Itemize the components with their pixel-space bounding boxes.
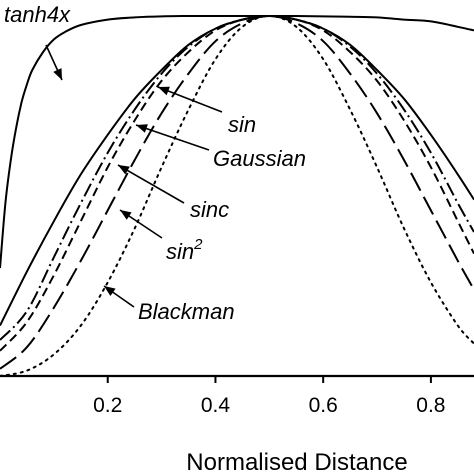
annotation-arrowhead-blackman: [104, 286, 116, 296]
annotation-arrow-sin: [157, 86, 223, 113]
x-tick-label: 0.2: [93, 394, 122, 417]
annotation-arrowhead-sinc: [118, 165, 130, 175]
x-tick-label: 0.4: [201, 394, 231, 417]
annotation-arrow-gaussian: [135, 124, 210, 151]
series-blackman-line: [0, 14, 474, 377]
annotation-sin: sin: [228, 112, 256, 137]
annotation-arrowhead-gaussian: [136, 124, 148, 133]
annotation-blackman: Blackman: [138, 299, 235, 324]
annotations-layer: tanh4x sin Gaussian sinc sin2 Blackman: [4, 2, 306, 324]
annotation-arrowhead-tanh4x: [53, 68, 62, 80]
annotation-arrowhead-sin: [158, 86, 170, 96]
annotation-arrow-sinc: [117, 164, 185, 204]
x-ticks-layer: 0.2 0.4 0.6 0.8: [93, 376, 446, 417]
series-sin2-line: [0, 14, 474, 370]
x-tick-label: 0.8: [416, 394, 445, 417]
annotation-gaussian: Gaussian: [213, 146, 306, 171]
annotation-sin2: sin2: [166, 236, 203, 264]
annotation-arrowhead-sin2: [120, 210, 132, 220]
series-gaussian-line: [0, 14, 474, 341]
x-axis-label: Normalised Distance: [186, 449, 407, 474]
annotation-sinc: sinc: [190, 197, 229, 222]
annotation-tanh4x: tanh4x: [4, 2, 71, 27]
x-tick-label: 0.6: [309, 394, 338, 417]
curves-layer: [0, 14, 474, 377]
series-sinc-line: [0, 14, 474, 352]
series-tanh4x-line: [0, 14, 474, 269]
